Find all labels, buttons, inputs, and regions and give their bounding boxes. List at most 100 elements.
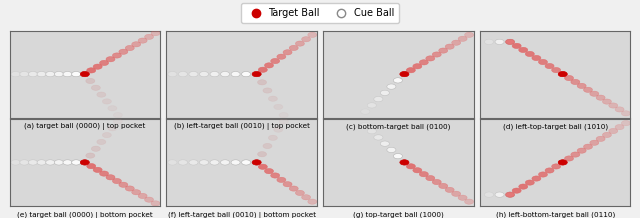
Circle shape <box>145 197 154 202</box>
Circle shape <box>179 160 188 165</box>
Circle shape <box>615 107 624 112</box>
Circle shape <box>361 122 370 128</box>
Circle shape <box>102 133 111 138</box>
Circle shape <box>189 160 198 165</box>
Circle shape <box>93 167 102 172</box>
Circle shape <box>231 160 240 165</box>
Circle shape <box>621 121 630 126</box>
Circle shape <box>571 152 580 157</box>
Circle shape <box>257 152 267 157</box>
Circle shape <box>590 140 599 145</box>
Circle shape <box>602 132 611 138</box>
Circle shape <box>264 169 273 174</box>
Circle shape <box>438 183 448 189</box>
Circle shape <box>259 67 268 72</box>
Circle shape <box>484 192 493 197</box>
Circle shape <box>151 31 160 36</box>
Circle shape <box>387 147 396 153</box>
Text: (a) target ball (0000) | top pocket: (a) target ball (0000) | top pocket <box>24 123 145 130</box>
Circle shape <box>419 172 428 177</box>
Circle shape <box>301 37 310 42</box>
Circle shape <box>93 64 102 69</box>
Circle shape <box>296 190 305 196</box>
Circle shape <box>380 141 389 146</box>
Circle shape <box>132 190 141 195</box>
Circle shape <box>495 39 504 44</box>
Circle shape <box>400 160 409 165</box>
Circle shape <box>283 182 292 187</box>
Circle shape <box>210 72 219 77</box>
Circle shape <box>28 72 37 77</box>
Circle shape <box>221 72 230 77</box>
Circle shape <box>72 72 81 77</box>
Circle shape <box>80 160 90 165</box>
Circle shape <box>506 39 515 44</box>
Circle shape <box>558 160 567 165</box>
Circle shape <box>400 72 409 77</box>
Circle shape <box>545 168 554 173</box>
Circle shape <box>20 72 29 77</box>
Circle shape <box>279 112 288 118</box>
Circle shape <box>28 160 37 165</box>
Circle shape <box>277 54 286 59</box>
Circle shape <box>465 199 474 204</box>
Circle shape <box>512 43 521 49</box>
Circle shape <box>419 60 428 65</box>
Circle shape <box>80 160 90 165</box>
Circle shape <box>200 160 209 165</box>
Circle shape <box>200 72 209 77</box>
Circle shape <box>545 63 554 69</box>
Circle shape <box>525 51 534 56</box>
Circle shape <box>221 160 230 165</box>
Circle shape <box>54 160 63 165</box>
Circle shape <box>138 193 147 199</box>
Circle shape <box>108 126 117 131</box>
Circle shape <box>445 187 454 192</box>
Circle shape <box>400 160 409 165</box>
Circle shape <box>252 160 261 165</box>
Circle shape <box>80 72 90 77</box>
Circle shape <box>277 177 286 182</box>
Circle shape <box>63 72 72 77</box>
Circle shape <box>602 99 611 104</box>
Circle shape <box>113 178 122 184</box>
Circle shape <box>406 164 415 169</box>
Circle shape <box>590 91 599 96</box>
Circle shape <box>519 47 528 53</box>
Circle shape <box>37 72 46 77</box>
Circle shape <box>394 78 403 83</box>
Circle shape <box>495 192 504 197</box>
Circle shape <box>86 153 95 158</box>
Circle shape <box>615 124 624 130</box>
Circle shape <box>257 80 267 85</box>
Circle shape <box>283 50 292 55</box>
Circle shape <box>584 87 593 92</box>
Circle shape <box>558 72 567 77</box>
Circle shape <box>367 129 376 134</box>
Circle shape <box>252 72 261 77</box>
Circle shape <box>584 144 593 149</box>
Circle shape <box>37 160 46 165</box>
Circle shape <box>577 148 586 153</box>
Circle shape <box>97 139 106 145</box>
Circle shape <box>532 55 541 61</box>
Circle shape <box>119 49 128 54</box>
Circle shape <box>361 109 370 114</box>
Circle shape <box>252 72 261 77</box>
Circle shape <box>242 72 251 77</box>
Circle shape <box>426 175 435 181</box>
Circle shape <box>274 127 283 132</box>
Circle shape <box>11 72 20 77</box>
Circle shape <box>308 199 317 204</box>
Circle shape <box>125 45 134 51</box>
Circle shape <box>86 68 96 73</box>
Circle shape <box>242 160 251 165</box>
Circle shape <box>72 160 81 165</box>
Circle shape <box>151 201 160 206</box>
Circle shape <box>558 160 567 165</box>
Circle shape <box>92 146 100 151</box>
Circle shape <box>271 58 280 64</box>
Circle shape <box>252 160 261 165</box>
Text: (b) left-target ball (0010) | top pocket: (b) left-target ball (0010) | top pocket <box>173 123 310 130</box>
Circle shape <box>231 72 240 77</box>
